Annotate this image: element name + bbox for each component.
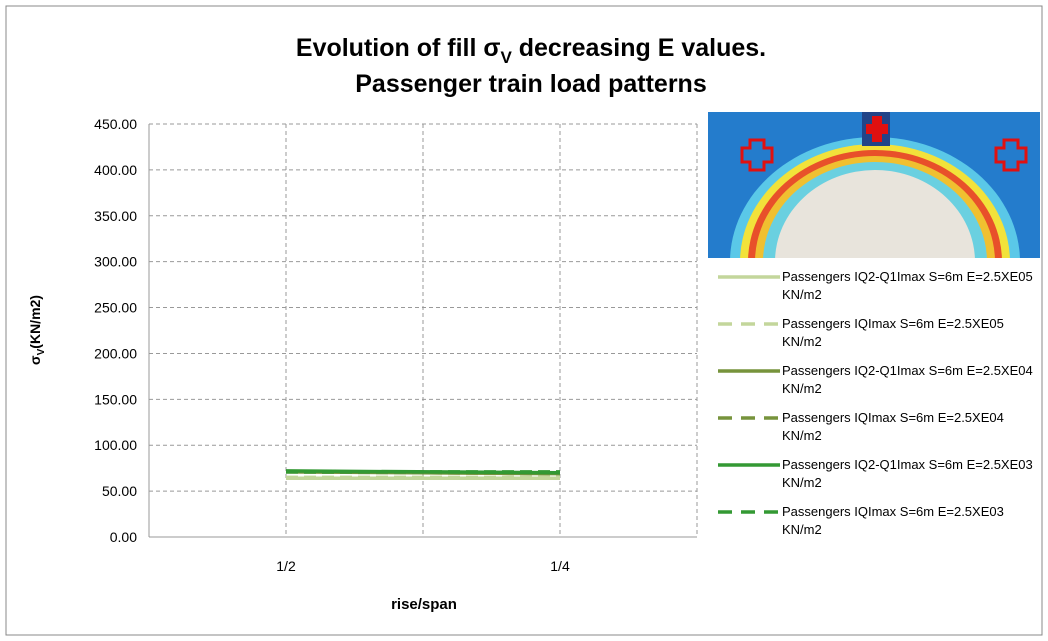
x-tick-label: 1/2	[276, 558, 296, 574]
y-tick-label: 450.00	[94, 116, 137, 132]
title-sub: V	[500, 48, 512, 67]
y-tick-label: 100.00	[94, 437, 137, 453]
y-tick-label: 300.00	[94, 254, 137, 270]
x-tick-label: 1/4	[550, 558, 570, 574]
legend-label: Passengers IQImax S=6m E=2.5XE05 KN/m2	[782, 316, 1004, 349]
y-label-part: (KN/m2)	[27, 295, 43, 349]
legend-label: Passengers IQ2-Q1Imax S=6m E=2.5XE04 KN/…	[782, 363, 1033, 396]
y-axis-label: σV(KN/m2)	[27, 295, 47, 365]
y-tick-label: 250.00	[94, 300, 137, 316]
chart-subtitle: Passenger train load patterns	[355, 70, 707, 98]
y-tick-label: 50.00	[102, 483, 137, 499]
title-part: Evolution of fill σ	[296, 34, 501, 62]
y-tick-label: 150.00	[94, 391, 137, 407]
chart-title: Evolution of fill σV decreasing E values…	[296, 34, 766, 67]
legend-label: Passengers IQImax S=6m E=2.5XE04 KN/m2	[782, 410, 1004, 443]
legend-label: Passengers IQImax S=6m E=2.5XE03 KN/m2	[782, 504, 1004, 537]
x-axis-label: rise/span	[391, 596, 457, 613]
y-tick-label: 400.00	[94, 162, 137, 178]
legend-label: Passengers IQ2-Q1Imax S=6m E=2.5XE03 KN/…	[782, 457, 1033, 490]
legend-label: Passengers IQ2-Q1Imax S=6m E=2.5XE05 KN/…	[782, 269, 1033, 302]
chart-frame	[5, 5, 1043, 636]
inset-image	[708, 112, 1040, 258]
y-label-part: σ	[27, 355, 43, 365]
y-tick-label: 200.00	[94, 345, 137, 361]
y-label-sub: V	[36, 348, 47, 355]
y-tick-label: 350.00	[94, 208, 137, 224]
y-tick-label: 0.00	[110, 529, 137, 545]
title-part: decreasing E values.	[512, 34, 766, 62]
